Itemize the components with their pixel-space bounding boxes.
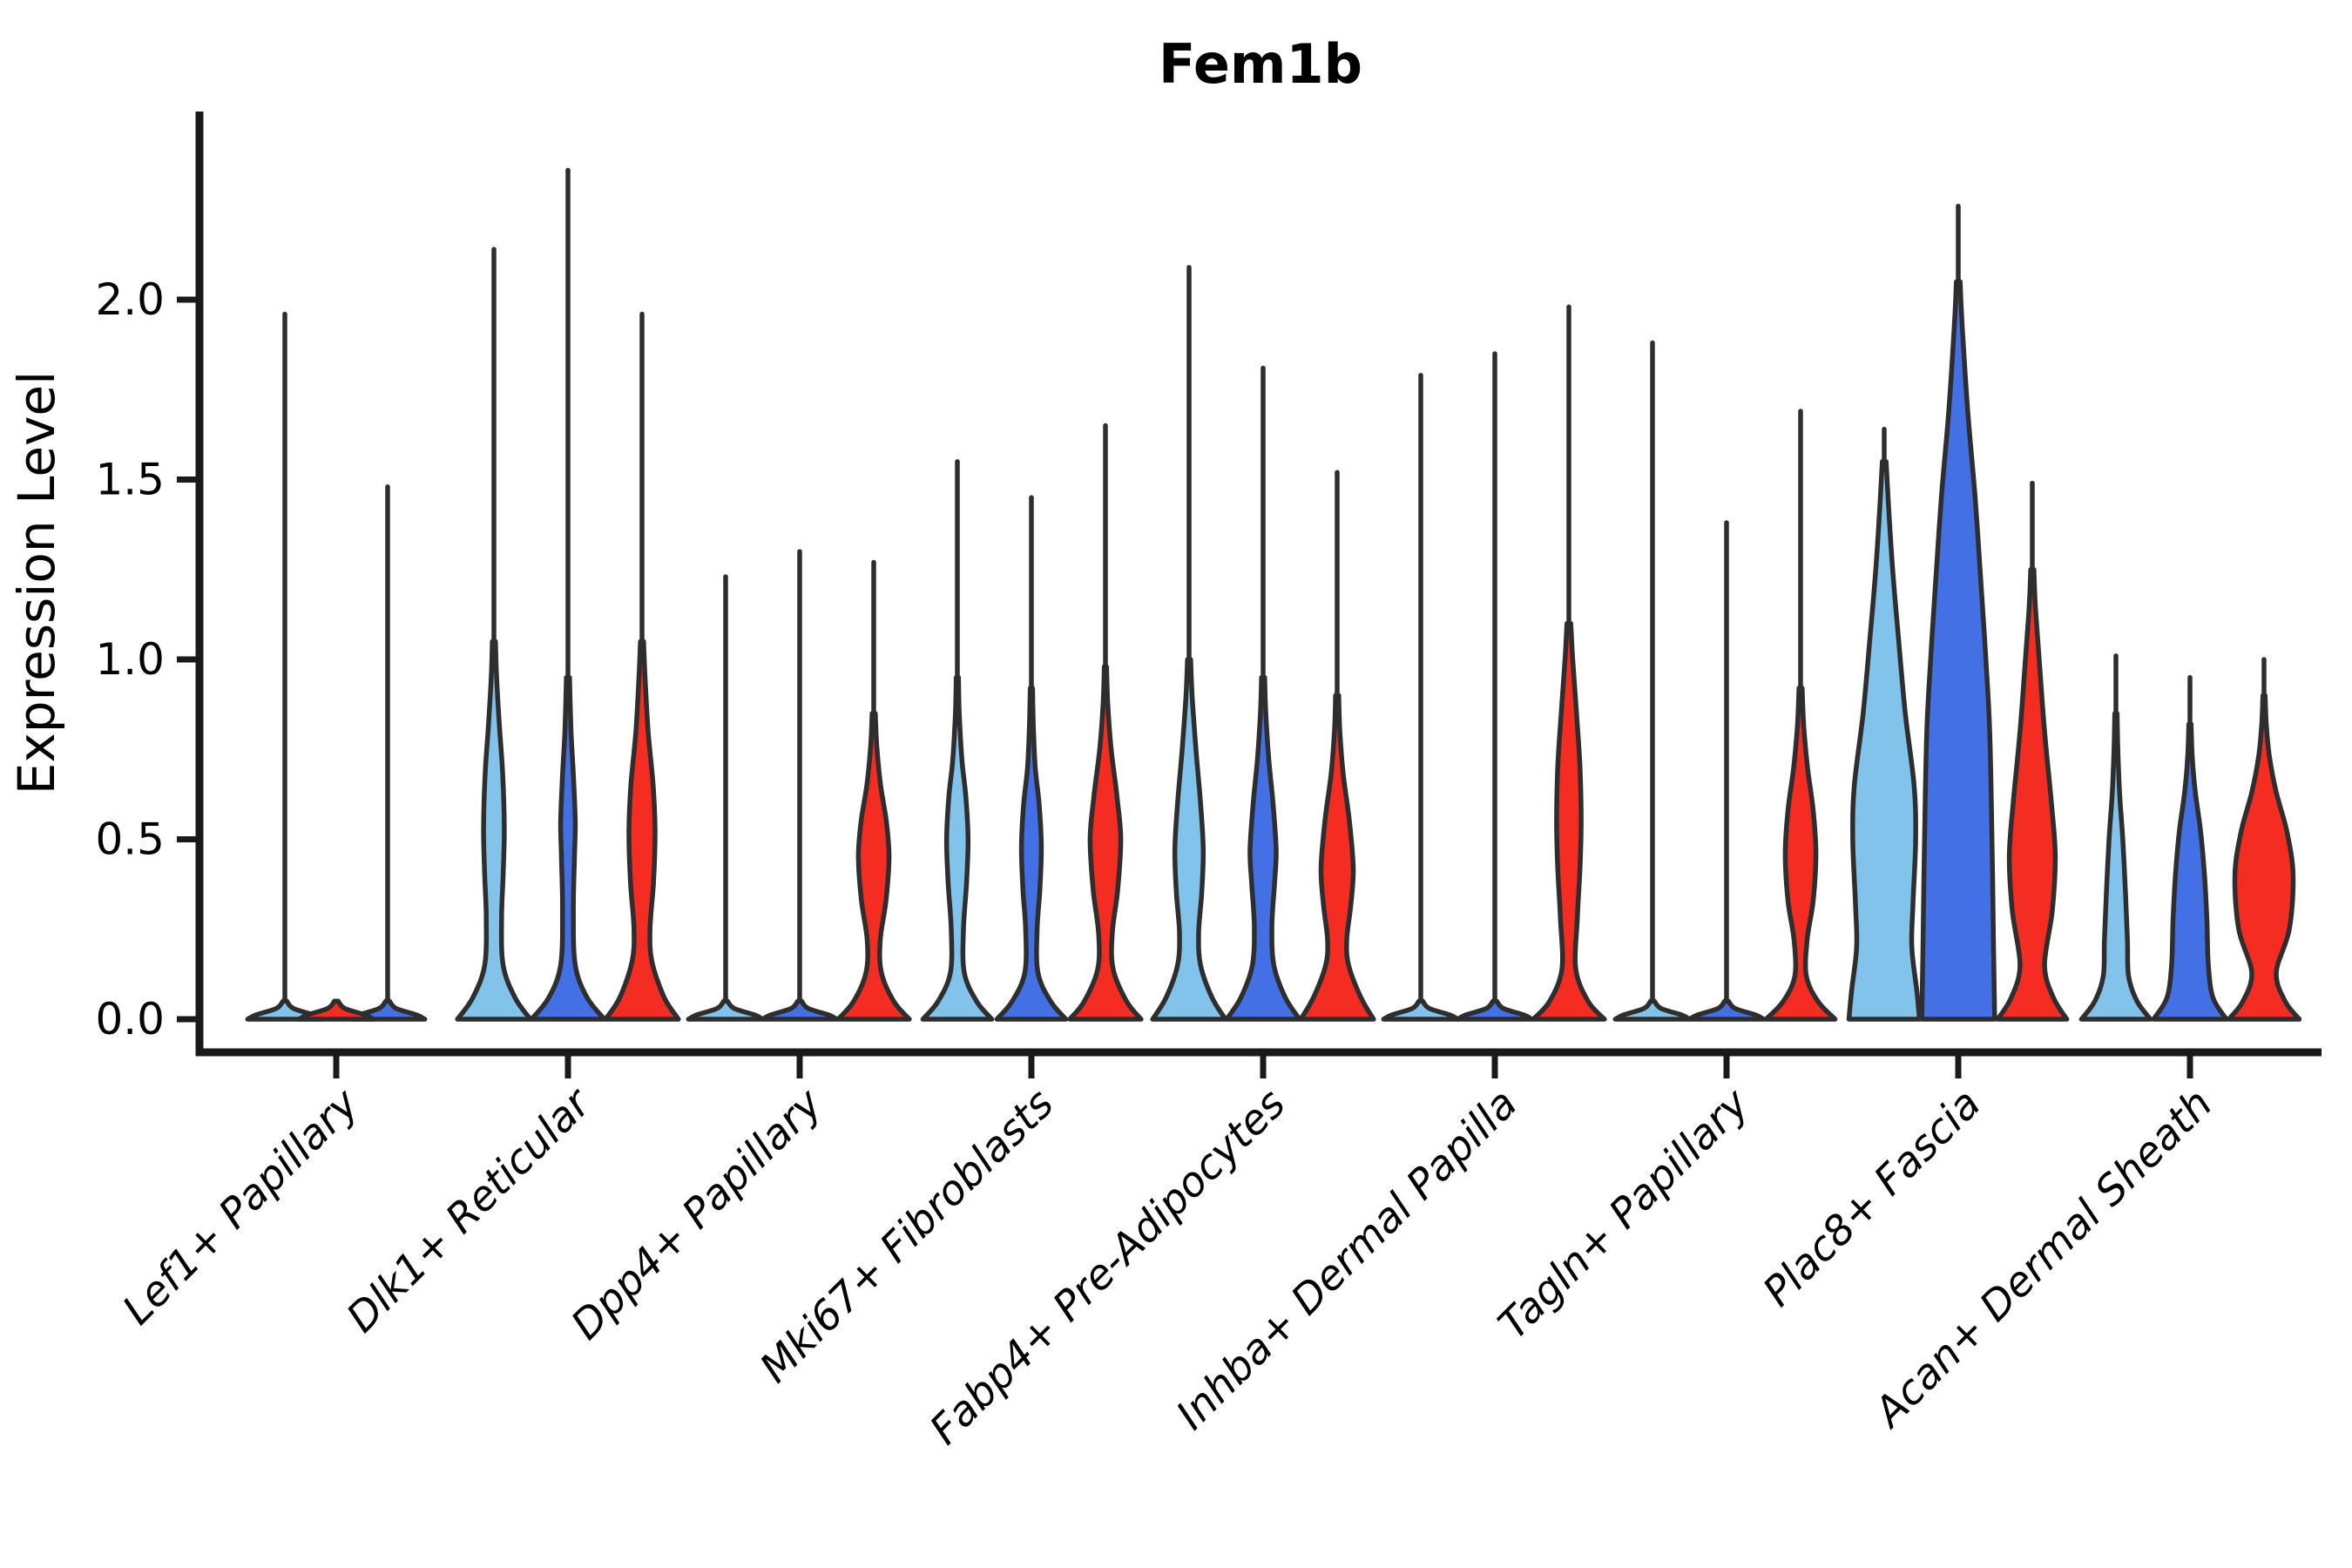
violin-royalblue — [2151, 721, 2229, 1022]
x-tick-label: Tagln+ Papillary — [1490, 1079, 1760, 1349]
x-tick-label: Lef1+ Papillary — [113, 1079, 368, 1335]
y-axis-label: Expression Level — [7, 371, 66, 794]
violin-royalblue — [1919, 279, 1997, 1022]
violin-group — [920, 422, 1144, 1022]
violin-group — [245, 311, 428, 1022]
violin-royalblue — [994, 686, 1069, 1022]
violin-lightblue — [1381, 998, 1461, 1022]
violin-royalblue — [529, 674, 607, 1022]
violin-royalblue — [1686, 998, 1767, 1022]
y-tick-label: 0.0 — [95, 994, 165, 1044]
plot-title: Fem1b — [1159, 32, 1362, 96]
violin-royalblue — [760, 998, 840, 1022]
violin-lightblue — [455, 639, 533, 1022]
violin-red — [835, 711, 912, 1022]
x-tick-label: Dpp4+ Papillary — [562, 1079, 832, 1349]
violin-lightblue — [1846, 459, 1923, 1022]
violin-group — [2078, 653, 2302, 1022]
violin-red — [603, 639, 681, 1022]
violin-red — [1067, 664, 1144, 1022]
violin-group — [455, 167, 681, 1022]
y-tick-label: 0.5 — [95, 814, 165, 865]
violin-lightblue — [920, 674, 995, 1022]
violin-group — [686, 549, 912, 1022]
y-tick-label: 1.5 — [95, 455, 165, 505]
violin-red — [1995, 567, 2070, 1022]
x-tick-label: Dlk1+ Reticular — [338, 1078, 602, 1342]
y-tick-label: 2.0 — [95, 274, 165, 325]
violin-red — [296, 998, 376, 1022]
violin-layer — [245, 167, 2302, 1022]
violin-red — [2226, 693, 2302, 1022]
violin-royalblue — [1224, 674, 1302, 1022]
x-tick-label: Plac8+ Fascia — [1754, 1080, 1990, 1316]
violin-lightblue — [1150, 657, 1228, 1022]
violin-red — [1763, 686, 1838, 1022]
violin-lightblue — [2078, 711, 2153, 1022]
y-tick-label: 1.0 — [95, 634, 165, 685]
violin-royalblue — [1455, 998, 1535, 1022]
violin-group — [1846, 203, 2070, 1022]
violin-group — [1612, 340, 1838, 1022]
violin-lightblue — [1612, 998, 1693, 1022]
violin-red — [1531, 620, 1607, 1022]
violin-group — [1381, 304, 1607, 1022]
violin-lightblue — [686, 998, 766, 1022]
violin-group — [1150, 265, 1376, 1022]
violin-red — [1298, 693, 1376, 1022]
